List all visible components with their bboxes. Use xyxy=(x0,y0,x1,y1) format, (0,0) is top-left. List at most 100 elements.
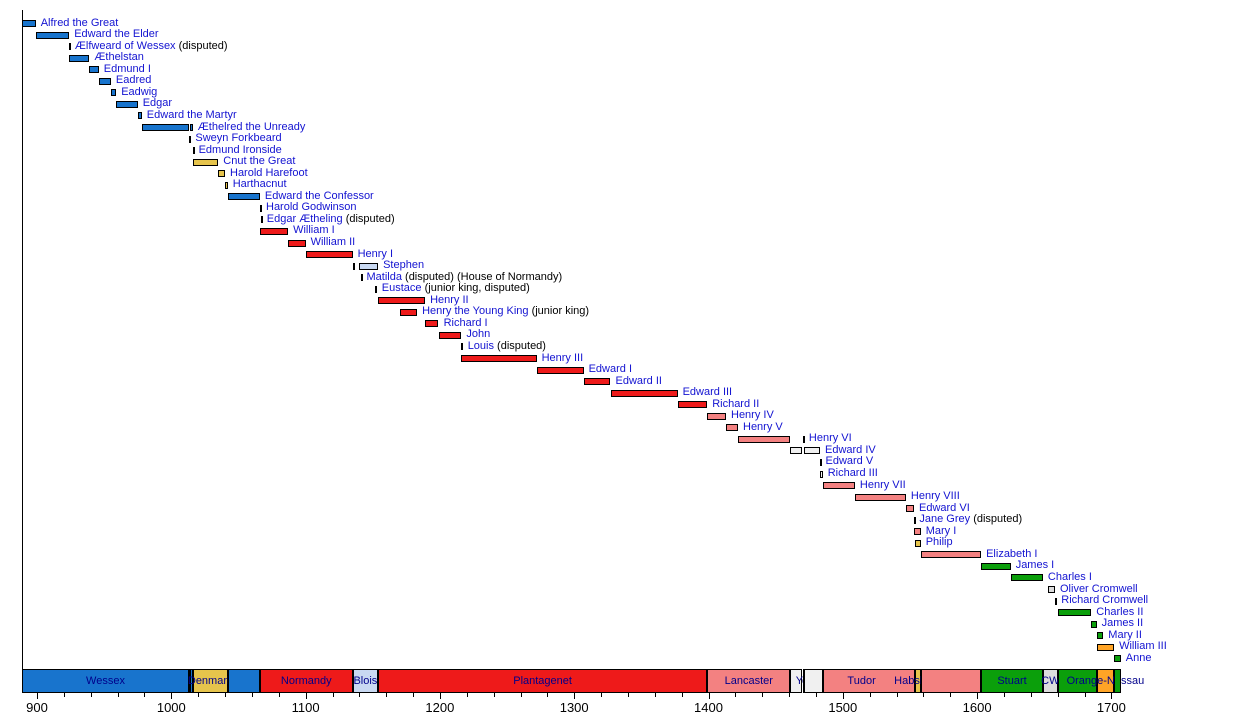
timeline-bar-segment xyxy=(69,54,90,62)
monarch-name: Elizabeth I xyxy=(986,547,1038,560)
major-tick xyxy=(305,693,307,699)
monarch-label: Edward the Elder xyxy=(74,28,158,42)
minor-tick xyxy=(923,693,925,697)
timeline-bar-segment xyxy=(677,401,708,409)
axis-year-label: 1000 xyxy=(156,700,186,715)
axis-year-label: 900 xyxy=(26,700,48,715)
timeline-bar-segment xyxy=(915,539,921,547)
timeline-bar-segment xyxy=(305,251,353,258)
monarch-name: Edward I xyxy=(588,363,633,375)
monarch-label: Edgar xyxy=(143,97,172,111)
major-tick xyxy=(37,693,38,699)
minor-tick xyxy=(466,693,468,697)
timeline-bar-segment xyxy=(914,528,921,536)
minor-tick xyxy=(198,693,200,697)
monarch-name: Henry VIII xyxy=(910,490,960,503)
monarch-name: Henry IV xyxy=(731,409,774,422)
timeline-bar-segment xyxy=(352,262,355,270)
house-segment xyxy=(707,669,791,693)
monarch-name: Mary II xyxy=(1108,628,1142,641)
monarch-name: James II xyxy=(1101,617,1144,630)
timeline-bar-segment xyxy=(461,355,537,362)
timeline-bar-segment xyxy=(192,147,195,155)
axis-year-label: 1400 xyxy=(694,700,723,715)
axis-year-label: 1100 xyxy=(291,700,320,715)
minor-tick xyxy=(950,693,952,697)
monarch-name: Stephen xyxy=(383,259,425,272)
monarch-label: Mary I xyxy=(926,525,957,539)
monarch-note: (disputed) xyxy=(973,513,1023,526)
timeline-bar-segment xyxy=(141,124,189,131)
timeline-bar-segment xyxy=(820,458,822,466)
monarch-name: Æthelred the Unready xyxy=(197,120,306,133)
monarch-name: Richard Cromwell xyxy=(1061,594,1149,606)
minor-tick xyxy=(251,693,253,697)
monarch-name: Henry the Young King xyxy=(422,305,529,318)
monarch-label: Philip xyxy=(926,536,953,550)
minor-tick xyxy=(762,693,764,697)
monarch-label: Eadred xyxy=(116,74,151,88)
minor-tick xyxy=(896,693,898,697)
monarch-name: Edmund I xyxy=(103,62,151,75)
monarch-label: Louis (disputed) xyxy=(468,340,546,354)
timeline-bar-segment xyxy=(438,331,462,339)
house-segment xyxy=(190,669,193,693)
minor-tick xyxy=(627,693,629,697)
monarch-label: Æthelstan xyxy=(94,51,144,65)
house-label: Blois xyxy=(353,675,378,687)
minor-tick xyxy=(681,693,683,697)
monarch-label: Jane Grey (disputed) xyxy=(919,513,1022,527)
monarch-name: Henry VII xyxy=(859,478,906,491)
monarch-name: Edward IV xyxy=(825,443,876,456)
monarch-label: Stephen xyxy=(383,259,424,273)
monarch-label: Richard I xyxy=(444,317,488,331)
monarch-note: (disputed) (House of Normandy) xyxy=(405,270,563,283)
timeline-bar-segment xyxy=(425,320,439,328)
monarch-name: Henry III xyxy=(541,351,584,364)
monarch-label: Sweyn Forkbeard xyxy=(195,132,281,146)
timeline-bar-segment xyxy=(192,158,219,166)
monarch-label: Henry IV xyxy=(731,409,774,423)
timeline-bar-segment xyxy=(707,412,726,420)
monarch-label: Eadwig xyxy=(121,86,157,100)
monarch-name: Alfred the Great xyxy=(40,16,119,29)
axis-year-label: 1700 xyxy=(1096,700,1126,715)
monarch-note: (disputed) xyxy=(497,339,546,352)
monarch-name: Richard II xyxy=(712,397,760,410)
monarch-name: Eustace xyxy=(381,282,422,295)
timeline-bar-segment xyxy=(259,227,289,235)
timeline-bar-segment xyxy=(378,297,426,305)
monarch-note: (disputed) xyxy=(178,39,228,52)
house-segment xyxy=(803,669,823,693)
monarch-name: Edmund Ironside xyxy=(198,143,282,156)
monarch-label: Edmund Ironside xyxy=(199,144,282,158)
monarch-name: Charles II xyxy=(1096,605,1144,618)
timeline-bar-segment xyxy=(914,516,916,524)
monarch-label: Mary II xyxy=(1108,629,1142,643)
monarch-note: (junior king) xyxy=(531,305,590,318)
monarch-name: Edgar Ætheling xyxy=(266,212,343,225)
timeline-bar-segment xyxy=(822,482,855,489)
house-segment xyxy=(192,669,228,693)
house-label: Orange-Nassau xyxy=(1066,675,1145,687)
timeline-bar-segment xyxy=(1010,574,1043,582)
timeline-bar-segment xyxy=(110,89,117,97)
minor-tick xyxy=(869,693,871,697)
minor-tick xyxy=(1057,693,1059,697)
major-tick xyxy=(708,693,710,699)
house-label: Tudor xyxy=(847,675,876,687)
timeline-bar-segment xyxy=(399,308,418,316)
monarch-name: Eadred xyxy=(115,74,152,87)
monarch-label: Matilda (disputed) (House of Normandy) xyxy=(367,271,563,285)
monarch-label: Edward III xyxy=(683,386,733,400)
monarch-name: Charles I xyxy=(1047,570,1092,583)
minor-tick xyxy=(815,693,817,697)
monarch-label: Richard III xyxy=(828,467,878,481)
monarch-note: (junior king, disputed) xyxy=(424,282,530,295)
major-tick xyxy=(171,693,173,699)
house-segment xyxy=(920,669,982,693)
timeline-bar-segment xyxy=(69,43,72,51)
minor-tick xyxy=(117,693,119,697)
monarch-name: Edward the Confessor xyxy=(264,189,374,202)
monarch-name: William I xyxy=(293,224,335,237)
